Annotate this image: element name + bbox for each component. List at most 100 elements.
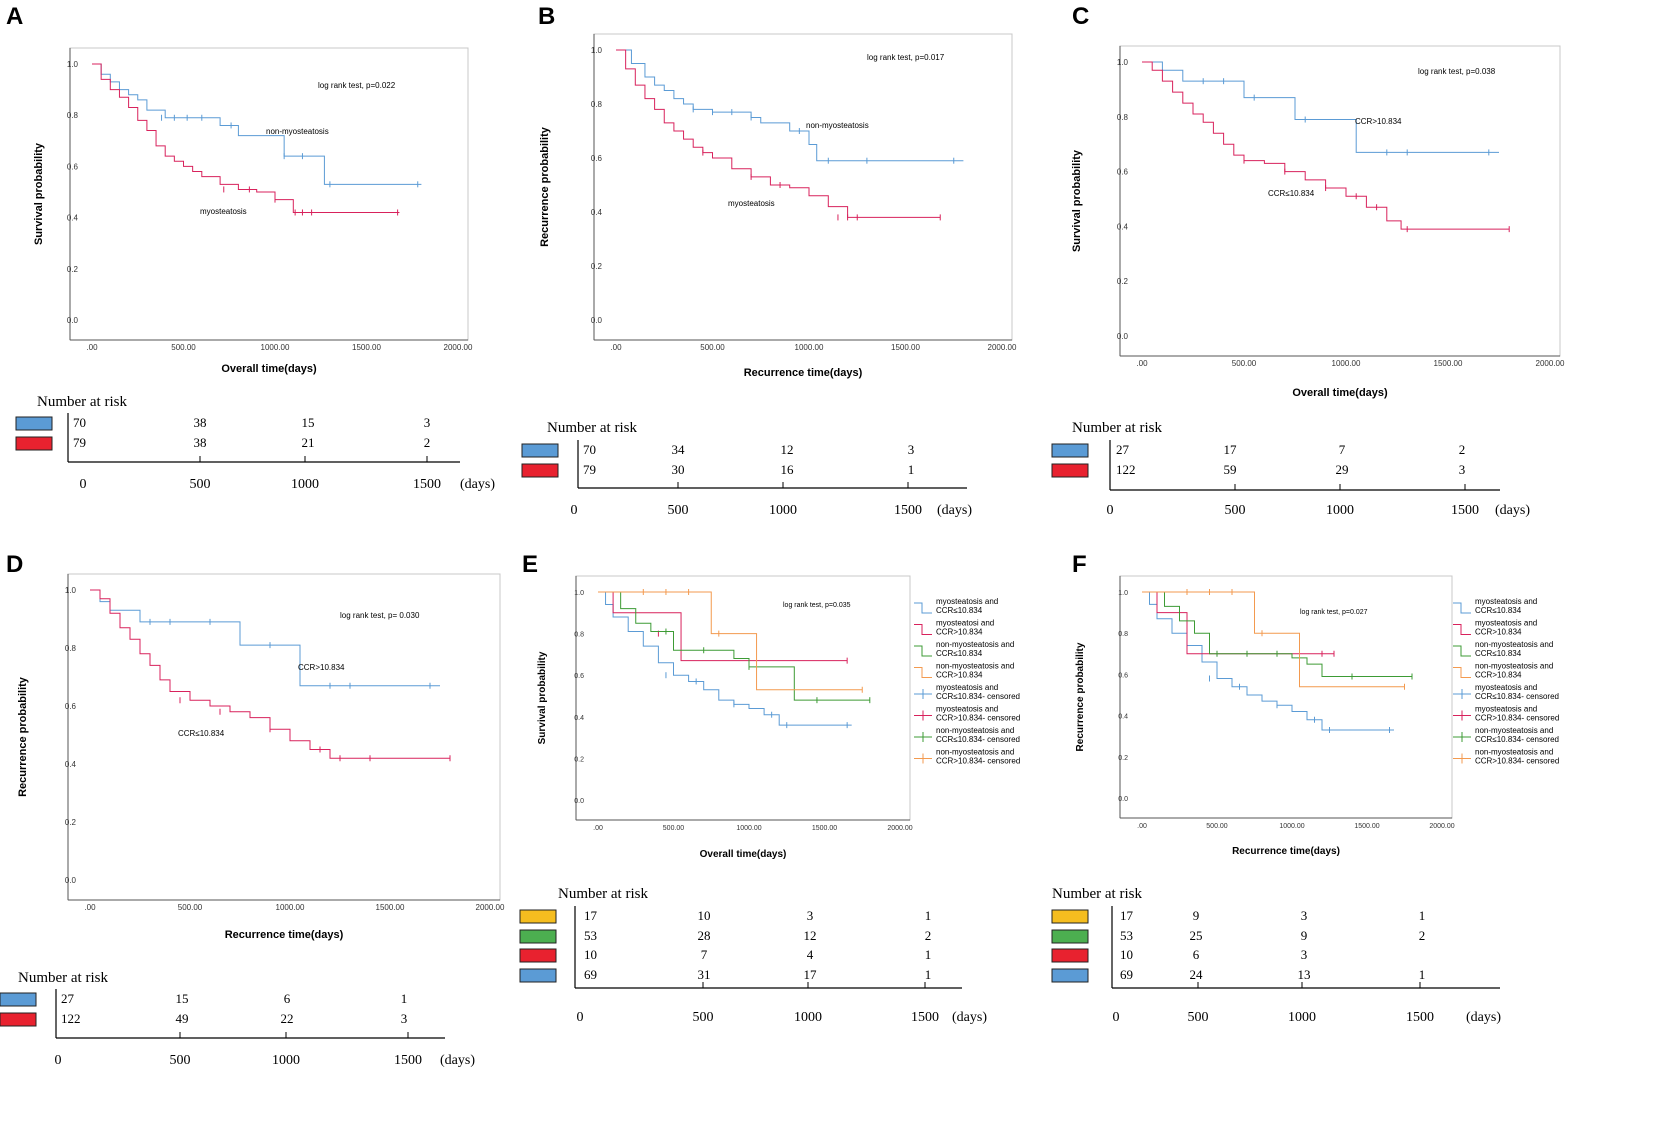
risk-count: 4 xyxy=(807,947,814,962)
x-tick-label: 1000.00 xyxy=(261,343,290,352)
y-tick-label: 0.4 xyxy=(65,760,77,769)
km-curve-1 xyxy=(616,49,941,218)
y-tick-label: 0.0 xyxy=(1118,796,1128,803)
legend-swatch xyxy=(914,645,932,657)
y-tick-label: 0.4 xyxy=(1118,714,1128,721)
risk-count: 3 xyxy=(908,442,915,457)
risk-count: 27 xyxy=(1116,442,1130,457)
risk-count: 1 xyxy=(908,462,915,477)
y-tick-label: 0.0 xyxy=(65,876,77,885)
series-label: myosteatosis xyxy=(728,199,775,208)
y-tick-label: 0.8 xyxy=(1118,631,1128,638)
risk-count: 3 xyxy=(1301,947,1308,962)
risk-tick-label: 0 xyxy=(55,1053,62,1068)
risk-count: 9 xyxy=(1301,928,1308,943)
risk-unit: (days) xyxy=(1466,1010,1501,1025)
y-tick-label: 0.0 xyxy=(574,798,584,805)
plot-frame xyxy=(67,573,501,901)
log-rank-annotation: log rank test, p=0.035 xyxy=(783,602,851,609)
risk-tick-label: 0 xyxy=(1113,1010,1120,1025)
risk-count: 3 xyxy=(401,1011,408,1026)
risk-count: 70 xyxy=(583,442,596,457)
legend-label: myosteatosi and xyxy=(936,619,994,628)
y-tick-label: 1.0 xyxy=(65,586,77,595)
y-axis-label: Survival probability xyxy=(33,142,45,245)
risk-table: Number at risk 27 15 6 1 122 49 22 3 0 500 1000 1500… xyxy=(0,970,475,1068)
risk-unit: (days) xyxy=(1495,503,1530,518)
risk-count: 17 xyxy=(804,967,818,982)
risk-count: 17 xyxy=(1224,442,1238,457)
risk-title: Number at risk xyxy=(37,394,127,410)
legend-swatch xyxy=(914,602,932,614)
legend-label: CCR>10.834 xyxy=(1475,628,1522,637)
plot-frame xyxy=(1119,45,1561,357)
legend-label: myosteatosis and xyxy=(936,683,998,692)
risk-tick-label: 1500 xyxy=(894,503,922,518)
y-tick-label: 1.0 xyxy=(591,46,603,55)
x-axis-label: Overall time(days) xyxy=(1292,387,1388,399)
risk-tick-label: 1500 xyxy=(1451,503,1479,518)
x-axis-label: Recurrence time(days) xyxy=(225,929,344,941)
risk-tick-label: 500 xyxy=(693,1010,714,1025)
x-tick-label: 2000.00 xyxy=(444,343,473,352)
risk-table: Number at risk 70 34 12 3 79 30 16 1 0 500 1000 1500… xyxy=(521,420,972,518)
legend-label: CCR≤10.834- censored xyxy=(1475,692,1559,701)
risk-title: Number at risk xyxy=(18,970,108,986)
legend-label: myosteatosis and xyxy=(936,597,998,606)
x-tick-label: 1500.00 xyxy=(1434,359,1463,368)
x-tick-label: 1000.00 xyxy=(795,343,824,352)
risk-color-box xyxy=(15,436,53,451)
risk-tick-label: 1500 xyxy=(911,1010,939,1025)
km-curve-0 xyxy=(1142,591,1394,731)
y-tick-label: 1.0 xyxy=(1117,58,1129,67)
y-tick-label: 0.0 xyxy=(67,316,79,325)
x-tick-label: 1500.00 xyxy=(812,825,837,832)
x-tick-label: .00 xyxy=(593,825,603,832)
risk-count: 1 xyxy=(401,991,408,1006)
risk-count: 6 xyxy=(1193,947,1200,962)
y-tick-label: 0.6 xyxy=(591,154,603,163)
x-tick-label: 500.00 xyxy=(700,343,725,352)
risk-tick-label: 0 xyxy=(80,477,87,492)
risk-tick-label: 500 xyxy=(170,1053,191,1068)
km-curve-1 xyxy=(90,589,450,759)
risk-color-box xyxy=(0,992,37,1007)
legend-label: non-myosteatosis and xyxy=(936,726,1014,735)
risk-count: 28 xyxy=(698,928,711,943)
risk-color-box xyxy=(519,948,557,963)
series-label: CCR≤10.834 xyxy=(178,729,225,738)
panel-letter: D xyxy=(6,551,23,578)
x-tick-label: 2000.00 xyxy=(1429,823,1454,830)
y-tick-label: 0.4 xyxy=(67,214,79,223)
legend-label: CCR>10.834- censored xyxy=(1475,757,1559,766)
risk-color-box xyxy=(521,443,559,458)
x-axis-label: Overall time(days) xyxy=(700,849,787,860)
legend-swatch xyxy=(914,624,932,635)
x-tick-label: 1000.00 xyxy=(1279,823,1304,830)
x-tick-label: 500.00 xyxy=(1206,823,1228,830)
series-label: non-myosteatosis xyxy=(266,127,329,136)
x-axis-label: Recurrence time(days) xyxy=(1232,846,1340,857)
risk-count: 69 xyxy=(584,967,597,982)
y-axis-label: Recurrence probability xyxy=(17,676,29,797)
risk-count: 2 xyxy=(925,928,932,943)
risk-color-box xyxy=(519,909,557,924)
x-tick-label: 2000.00 xyxy=(476,903,505,912)
plot-frame xyxy=(69,47,469,341)
log-rank-annotation: log rank test, p=0.017 xyxy=(867,53,945,62)
series-label: CCR>10.834 xyxy=(298,663,345,672)
risk-tick-label: 500 xyxy=(190,477,211,492)
panel-e: E 0.0 0.2 0.4 0.6 0.8 1.0 .00 500.00 1000.00 1500.… xyxy=(519,551,1020,1025)
risk-count: 2 xyxy=(424,435,431,450)
legend-label: CCR≤10.834 xyxy=(1475,649,1522,658)
km-curve-1 xyxy=(1142,591,1334,655)
risk-count: 10 xyxy=(1120,947,1133,962)
legend-label: non-myosteatosis and xyxy=(936,640,1014,649)
risk-count: 69 xyxy=(1120,967,1133,982)
risk-count: 30 xyxy=(672,462,685,477)
y-tick-label: 0.6 xyxy=(65,702,77,711)
km-curve-0 xyxy=(90,589,440,687)
